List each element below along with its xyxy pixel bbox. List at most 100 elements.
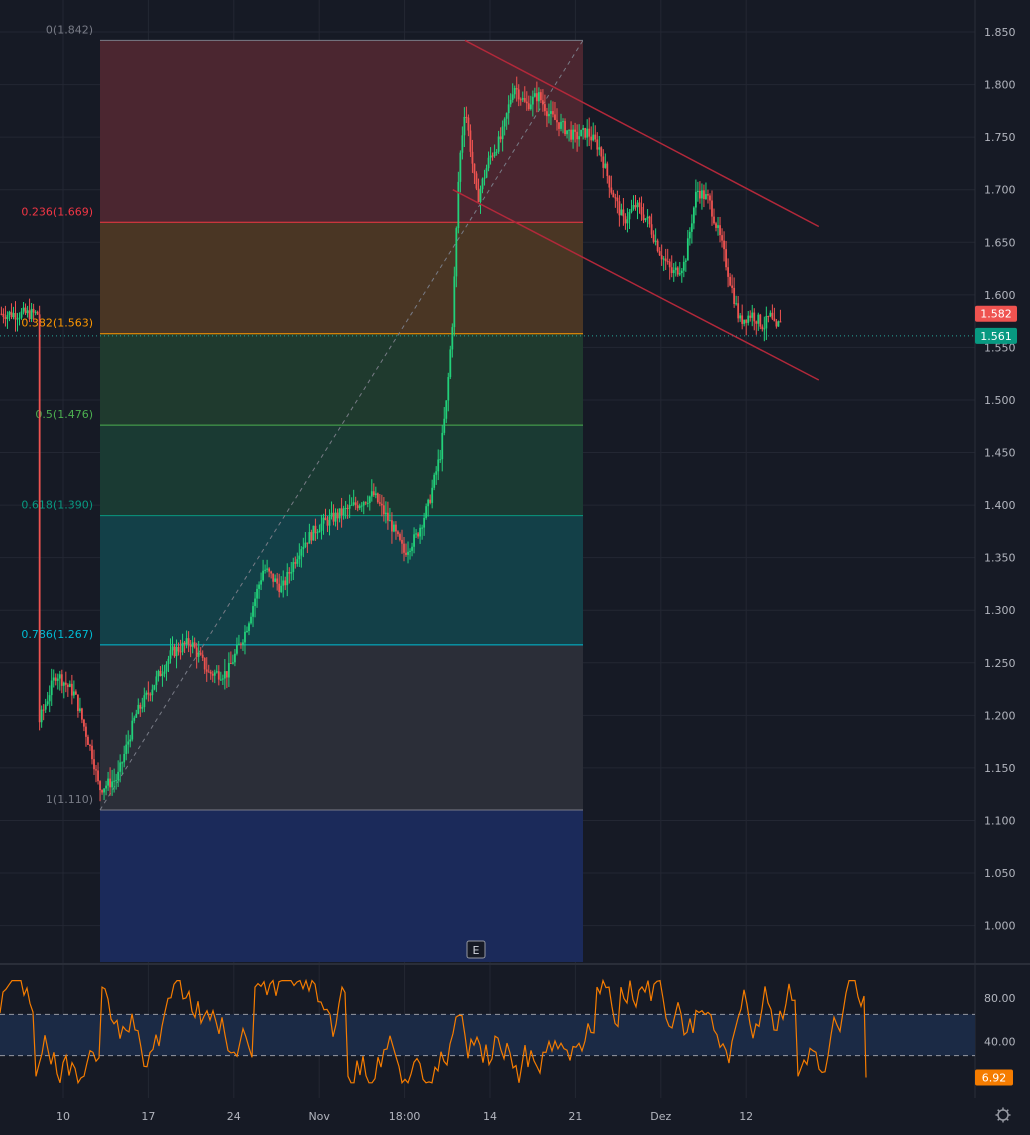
candle-body [630, 209, 633, 213]
candle [187, 631, 190, 653]
candle-body [131, 720, 134, 740]
candle-body [81, 708, 83, 720]
candle [378, 493, 381, 507]
candle-body [211, 673, 214, 676]
candle-body [487, 157, 490, 169]
candle [137, 698, 140, 715]
candle [574, 122, 577, 143]
candle [666, 248, 669, 265]
candle-body [604, 163, 607, 168]
candle [590, 126, 593, 150]
candle-body [366, 502, 369, 504]
candle-body [644, 218, 647, 221]
candle [169, 638, 172, 664]
candle [155, 670, 158, 693]
candle-body [334, 512, 337, 522]
candle [225, 671, 228, 689]
candle-body [328, 516, 331, 526]
candle-body [765, 316, 768, 329]
candle [79, 697, 81, 713]
candle-body [602, 156, 605, 168]
candle [735, 295, 738, 306]
candle-body [159, 670, 162, 677]
candle [658, 247, 661, 257]
candle-body [346, 508, 349, 510]
candle [737, 296, 740, 323]
candle [81, 707, 83, 724]
candle [330, 501, 333, 520]
candle-body [427, 499, 430, 507]
candle-body [537, 92, 540, 102]
gear-icon-tooth [1006, 1118, 1009, 1121]
candle-body [121, 762, 124, 764]
candle-body [646, 216, 649, 219]
fib-zone [100, 515, 583, 645]
candle [503, 117, 506, 136]
candle [356, 500, 359, 512]
candle-body [461, 135, 464, 153]
candle-body [558, 122, 560, 129]
gear-icon-tooth [997, 1118, 1000, 1121]
candle-body [207, 671, 210, 673]
candle [541, 89, 544, 112]
candle-body [372, 491, 375, 496]
candle-body [473, 163, 476, 174]
candle-body [354, 502, 357, 506]
time-axis[interactable]: 10 17 24 Nov 18:00 14 21 Dez 12 [56, 1110, 753, 1123]
candle [397, 530, 399, 537]
candle-body [38, 314, 41, 723]
candle [87, 734, 89, 745]
time-tick-label: 21 [568, 1110, 582, 1123]
candle [320, 514, 323, 540]
candle-body [50, 680, 53, 696]
price-axis[interactable]: 1.850 1.800 1.750 1.700 1.650 1.600 1.550 1.500… [0, 26, 1017, 933]
candle-body [111, 781, 114, 788]
gear-icon[interactable] [995, 1107, 1011, 1123]
candle [419, 524, 422, 544]
candle-body [244, 631, 246, 643]
candle-body [229, 662, 232, 664]
candle-body [411, 546, 413, 551]
price-tick-label: 1.200 [984, 709, 1016, 722]
candle [578, 124, 581, 147]
candle [409, 548, 411, 560]
candle [550, 100, 552, 126]
candle [777, 320, 780, 327]
candle [725, 240, 727, 271]
candle [596, 132, 599, 157]
price-tick-label: 1.700 [984, 184, 1016, 197]
candle [372, 483, 375, 497]
price-tick-label: 1.250 [984, 657, 1016, 670]
candle [370, 479, 373, 502]
candle [427, 498, 430, 517]
candle-body [455, 228, 458, 277]
candle [30, 302, 33, 323]
candle-body [316, 532, 319, 534]
candle [682, 255, 685, 278]
fibonacci-retracement[interactable]: 0(1.842)0.236(1.669)0.382(1.563)0.5(1.47… [21, 23, 584, 962]
candle-body [614, 197, 617, 199]
candle-body [115, 780, 118, 782]
candle [14, 301, 17, 332]
candle [431, 479, 434, 509]
candle [739, 313, 742, 322]
candle [362, 500, 365, 515]
candle-body [610, 187, 613, 193]
candle-body [32, 308, 35, 313]
candle [650, 213, 653, 239]
candle-body [286, 572, 289, 586]
candle-body [509, 99, 512, 105]
candle-body [421, 527, 424, 529]
candle-body [505, 113, 508, 119]
candle [99, 780, 101, 802]
candle [610, 175, 613, 195]
candle-body [544, 104, 546, 112]
candle [193, 637, 196, 649]
candle-body [240, 643, 242, 645]
candle [604, 153, 607, 169]
candle-body [578, 136, 581, 140]
price-channel[interactable] [452, 39, 820, 381]
candle-body [757, 314, 760, 324]
candle [729, 273, 732, 287]
